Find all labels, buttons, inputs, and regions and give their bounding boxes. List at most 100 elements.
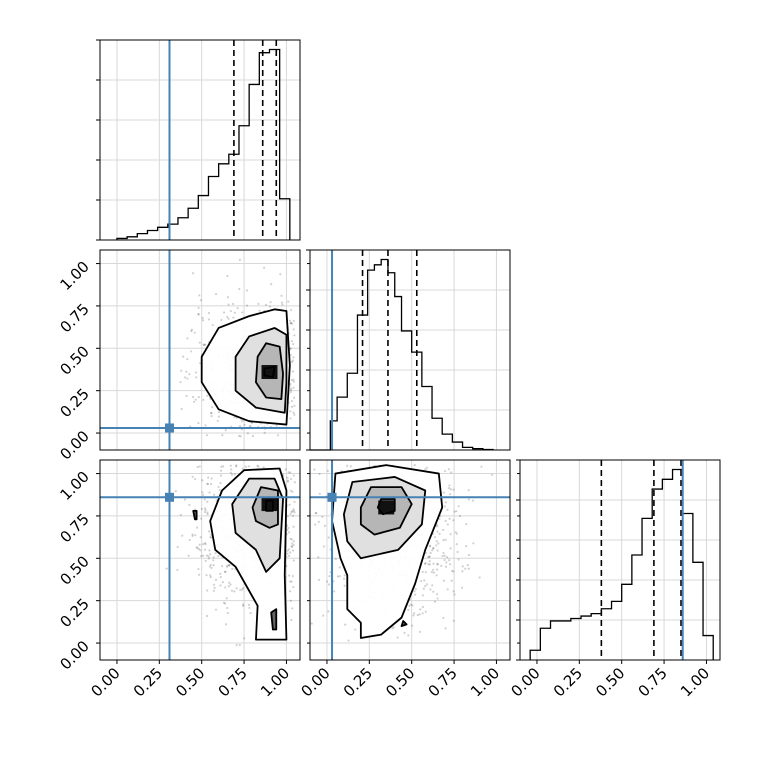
sample-point bbox=[198, 573, 201, 576]
sample-point bbox=[202, 554, 205, 557]
sample-point bbox=[263, 431, 266, 434]
contour-line bbox=[342, 476, 427, 560]
sample-point bbox=[199, 555, 203, 558]
sample-point bbox=[211, 406, 214, 409]
sample-point bbox=[270, 282, 273, 286]
sample-point bbox=[195, 376, 198, 379]
sample-point bbox=[314, 512, 317, 515]
sample-point bbox=[460, 586, 464, 589]
sample-point bbox=[450, 471, 453, 474]
sample-point bbox=[432, 571, 436, 574]
axes-frame bbox=[99, 459, 301, 661]
sample-point bbox=[317, 556, 320, 559]
sample-point bbox=[448, 484, 451, 487]
sample-point bbox=[414, 587, 417, 591]
sample-point bbox=[179, 381, 182, 384]
sample-point bbox=[230, 473, 234, 476]
sample-point bbox=[428, 545, 431, 548]
sample-point bbox=[235, 464, 238, 467]
sample-point bbox=[204, 424, 207, 427]
sample-point bbox=[199, 549, 202, 552]
sample-point bbox=[327, 536, 330, 539]
xtick-label: 0.50 bbox=[382, 664, 418, 700]
ytick-label: 1.00 bbox=[56, 468, 92, 504]
sample-point bbox=[228, 564, 231, 567]
sample-point bbox=[190, 329, 193, 333]
sample-point bbox=[435, 593, 439, 596]
sample-point bbox=[198, 294, 201, 297]
sample-point bbox=[212, 564, 215, 567]
sample-point bbox=[212, 493, 216, 496]
sample-point bbox=[325, 580, 329, 583]
sample-point bbox=[424, 552, 428, 555]
ytick-label: 0.25 bbox=[56, 595, 92, 631]
sample-point bbox=[286, 515, 289, 518]
sample-point bbox=[291, 322, 294, 325]
sample-point bbox=[455, 532, 458, 535]
sample-point bbox=[195, 546, 198, 549]
sample-point bbox=[289, 322, 292, 325]
sample-point bbox=[457, 505, 460, 508]
sample-point bbox=[232, 316, 235, 319]
sample-point bbox=[257, 465, 260, 468]
sample-point bbox=[184, 376, 187, 379]
sample-point bbox=[412, 614, 415, 617]
sample-point bbox=[432, 546, 435, 550]
histogram-step bbox=[310, 258, 494, 451]
sample-point bbox=[287, 300, 290, 303]
sample-point bbox=[219, 572, 222, 575]
sample-point bbox=[230, 589, 234, 592]
sample-point bbox=[210, 536, 213, 539]
sample-point bbox=[448, 559, 451, 562]
sample-point bbox=[212, 556, 215, 559]
sample-point bbox=[338, 575, 341, 578]
sample-point bbox=[257, 302, 260, 305]
sample-point bbox=[216, 419, 219, 422]
sample-point bbox=[289, 382, 292, 385]
sample-point bbox=[421, 605, 425, 609]
ytick-label: 0.25 bbox=[56, 385, 92, 421]
sample-point bbox=[235, 587, 238, 590]
sample-point bbox=[456, 550, 459, 554]
sample-point bbox=[268, 305, 271, 308]
sample-point bbox=[238, 434, 241, 437]
sample-point bbox=[442, 579, 445, 582]
sample-point bbox=[212, 559, 215, 562]
sample-point bbox=[429, 544, 432, 547]
sample-point bbox=[435, 540, 438, 543]
sample-point bbox=[292, 585, 295, 589]
sample-point bbox=[186, 358, 189, 361]
density-panel-1 bbox=[99, 459, 301, 661]
sample-point bbox=[409, 603, 412, 606]
sample-point bbox=[201, 543, 205, 546]
sample-point bbox=[408, 604, 411, 607]
sample-point bbox=[206, 394, 209, 397]
sample-point bbox=[229, 464, 232, 467]
sample-point bbox=[443, 558, 446, 562]
sample-point bbox=[287, 554, 291, 558]
sample-point bbox=[432, 547, 435, 550]
sample-point bbox=[446, 508, 449, 511]
sample-point bbox=[222, 311, 226, 314]
sample-point bbox=[467, 553, 471, 557]
sample-point bbox=[292, 386, 295, 389]
sample-point bbox=[322, 545, 325, 548]
sample-point bbox=[449, 547, 452, 550]
sample-point bbox=[292, 559, 295, 562]
sample-point bbox=[204, 509, 207, 512]
sample-point bbox=[441, 554, 444, 558]
contour-line bbox=[331, 464, 444, 639]
sample-point bbox=[291, 370, 295, 373]
sample-point bbox=[466, 564, 469, 567]
panel-content bbox=[165, 464, 296, 647]
sample-point bbox=[292, 474, 295, 477]
sample-point bbox=[411, 624, 414, 627]
sample-point bbox=[467, 567, 470, 570]
sample-point bbox=[264, 303, 268, 306]
sample-point bbox=[291, 510, 294, 513]
sample-point bbox=[226, 564, 229, 567]
sample-point bbox=[210, 412, 213, 415]
sample-point bbox=[241, 587, 245, 590]
sample-point bbox=[413, 612, 416, 615]
sample-point bbox=[194, 371, 198, 374]
